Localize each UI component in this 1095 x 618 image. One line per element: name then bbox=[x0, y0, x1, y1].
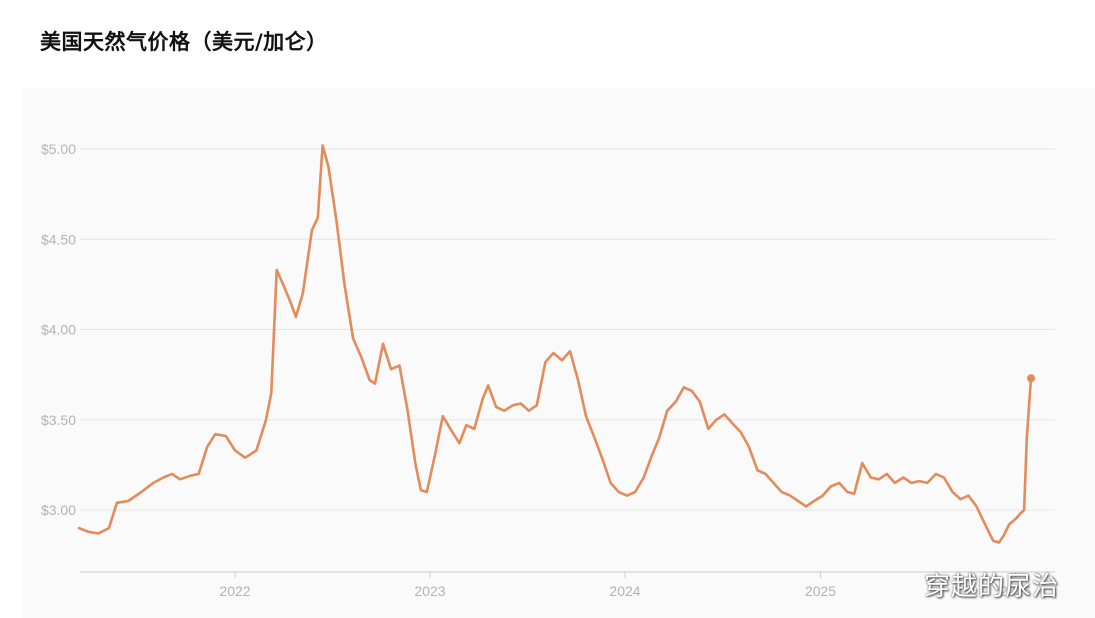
price-series-line bbox=[77, 144, 1033, 544]
chart-title: 美国天然气价格（美元/加仑） bbox=[40, 30, 328, 54]
y-tick-label: $4.00 bbox=[41, 322, 76, 338]
x-tick-label: 2022 bbox=[219, 583, 250, 599]
y-tick-label: $5.00 bbox=[41, 141, 76, 157]
y-tick-label: $4.50 bbox=[41, 231, 76, 247]
x-tick-label: 2026 bbox=[1000, 583, 1031, 599]
x-tick-label: 2024 bbox=[609, 583, 640, 599]
chart-panel bbox=[22, 88, 1095, 618]
end-point-marker bbox=[1027, 374, 1036, 383]
watermark-text: 穿越的尿治 bbox=[924, 572, 1060, 602]
x-tick-label: 2025 bbox=[805, 583, 836, 599]
y-tick-label: $3.00 bbox=[41, 502, 76, 518]
x-tick-label: 2023 bbox=[414, 583, 445, 599]
y-tick-label: $3.50 bbox=[41, 412, 76, 428]
